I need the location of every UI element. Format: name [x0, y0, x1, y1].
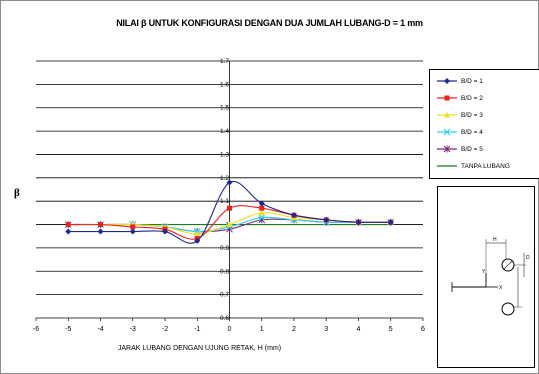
- specimen-drawing: X Y H D: [451, 237, 530, 316]
- y-axis-label: β: [14, 187, 20, 199]
- data-point: [194, 237, 201, 244]
- x-tick-label: -3: [130, 326, 136, 333]
- lower-hole: [501, 302, 515, 316]
- legend-swatch: [437, 128, 457, 136]
- x-tick-label: -1: [194, 326, 200, 333]
- data-point: [129, 228, 136, 235]
- legend-item: TANPA LUBANG: [436, 159, 510, 173]
- legend-item: B/D = 2: [436, 91, 483, 105]
- h-label: H: [493, 237, 497, 243]
- data-point: [65, 222, 71, 228]
- legend-swatch: [437, 165, 457, 167]
- y-tick-label: 1.6: [220, 81, 229, 88]
- data-point: [65, 228, 72, 235]
- legend-label: B/D = 5: [461, 145, 483, 153]
- legend-label: B/D = 1: [461, 77, 483, 85]
- x-tick-label: 5: [389, 326, 393, 333]
- data-point: [258, 209, 265, 216]
- x-tick-label: -2: [162, 326, 168, 333]
- y-tick-label: 1.5: [220, 105, 229, 112]
- legend-marker: [444, 95, 450, 101]
- data-point: [97, 228, 104, 235]
- y-tick-label: 1.4: [220, 128, 229, 135]
- data-point: [259, 205, 265, 211]
- legend-label: B/D = 4: [461, 128, 483, 136]
- data-point: [291, 212, 297, 219]
- data-point: [227, 205, 232, 211]
- axis-x-letter: X: [499, 285, 503, 291]
- d-label: D: [526, 255, 530, 261]
- data-point: [355, 219, 362, 226]
- x-tick-label: -6: [33, 326, 39, 333]
- legend-item: B/D = 4: [436, 125, 483, 139]
- legend-swatch: [437, 78, 457, 84]
- data-point: [258, 214, 266, 221]
- legend-label: B/D = 3: [461, 111, 483, 119]
- x-tick-label: 1: [260, 326, 264, 333]
- x-tick-label: 2: [292, 326, 296, 333]
- legend-marker: [443, 145, 451, 153]
- x-tick-label: -4: [97, 326, 103, 333]
- legend-marker: [443, 128, 451, 136]
- y-tick-label: 1.2: [220, 175, 229, 182]
- legend-label: TANPA LUBANG: [461, 162, 510, 170]
- y-tick-label: 1.1: [220, 198, 229, 205]
- y-tick-label: 1.7: [220, 58, 229, 65]
- legend-label: B/D = 2: [461, 94, 483, 102]
- y-tick-label: 0.6: [220, 315, 229, 322]
- x-tick-label: 0: [228, 326, 232, 333]
- y-tick-label: 0.9: [220, 245, 229, 252]
- chart-legend: B/D = 1 B/D = 2 B/D = 3 B/D = 4 B/D = 5 TANPA…: [429, 69, 539, 179]
- legend-item: B/D = 3: [436, 108, 483, 122]
- data-point: [162, 228, 168, 235]
- x-tick-label: 3: [324, 326, 328, 333]
- data-point: [98, 222, 103, 228]
- x-tick-label: 6: [421, 326, 425, 333]
- axis-y-letter: Y: [482, 269, 486, 275]
- y-tick-label: 0.7: [220, 292, 229, 299]
- data-point: [323, 216, 330, 223]
- y-tick-label: 0.8: [220, 268, 229, 275]
- legend-marker: [444, 112, 450, 118]
- legend-swatch: [437, 145, 457, 153]
- data-point: [226, 221, 233, 228]
- data-point: [226, 179, 233, 186]
- x-tick-label: 4: [357, 326, 361, 333]
- specimen-diagram: X Y H D: [437, 186, 535, 368]
- x-axis-label: JARAK LUBANG DENGAN UJUNG RETAK, H (mm): [118, 345, 281, 352]
- data-point: [258, 200, 265, 207]
- legend-item: B/D = 1: [436, 74, 483, 88]
- chart-title: NILAI β UNTUK KONFIGURASI DENGAN DUA JUM…: [116, 18, 423, 28]
- data-point: [194, 230, 201, 237]
- legend-swatch: [437, 95, 457, 101]
- legend-swatch: [437, 112, 457, 118]
- y-tick-label: 1.3: [220, 151, 229, 158]
- data-point: [130, 224, 136, 230]
- data-point: [387, 219, 394, 226]
- x-tick-label: -5: [65, 326, 71, 333]
- legend-marker: [444, 78, 450, 84]
- legend-item: B/D = 5: [436, 142, 483, 156]
